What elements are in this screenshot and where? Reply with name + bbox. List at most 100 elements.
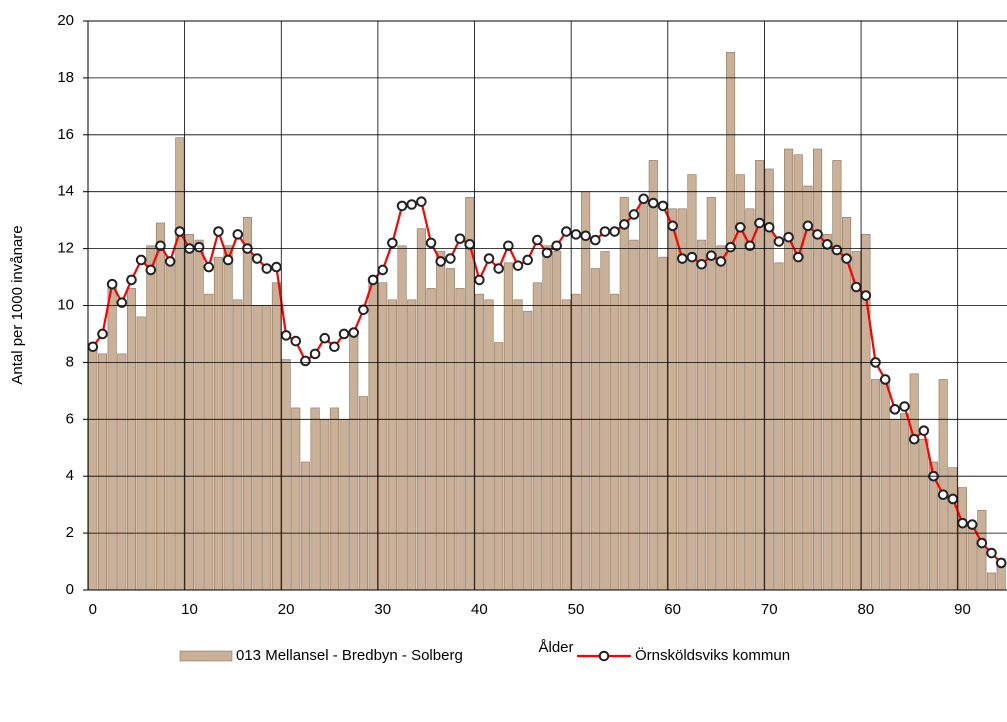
bar	[155, 222, 166, 591]
bar	[271, 282, 281, 591]
line-marker	[232, 229, 244, 240]
line-marker	[483, 253, 495, 264]
bar	[561, 299, 571, 591]
bar	[803, 185, 813, 591]
bar	[871, 379, 881, 591]
x-tick-label: 60	[664, 601, 681, 618]
line-marker	[416, 196, 427, 207]
bar	[233, 299, 243, 591]
x-tick-label: 20	[278, 601, 295, 618]
line-marker	[937, 489, 949, 500]
bar	[88, 345, 98, 591]
bar	[310, 407, 320, 591]
line-marker	[879, 374, 891, 385]
legend-marker	[598, 650, 610, 662]
legend-label: 013 Mellansel - Bredbyn - Solberg	[236, 647, 463, 664]
line-marker	[300, 355, 311, 367]
line-marker	[976, 537, 988, 549]
line-marker	[106, 278, 118, 290]
line-marker	[638, 193, 649, 205]
line-marker	[841, 253, 852, 264]
bar	[948, 467, 958, 591]
line-marker	[744, 240, 756, 252]
bar	[629, 239, 639, 591]
bar	[938, 379, 948, 591]
line-marker	[570, 229, 582, 240]
bar	[455, 288, 465, 591]
line-marker	[387, 237, 398, 249]
bar	[822, 234, 832, 591]
line-marker	[908, 433, 920, 445]
bar	[542, 245, 552, 591]
line-marker	[319, 332, 331, 344]
line-marker	[126, 274, 137, 286]
bar	[445, 268, 455, 591]
bar	[697, 239, 707, 591]
bar	[436, 251, 446, 591]
line-marker	[493, 263, 504, 274]
bar	[474, 293, 484, 591]
bar	[851, 251, 861, 591]
line-marker	[647, 197, 659, 209]
y-tick-label: 0	[66, 581, 74, 598]
line-marker	[792, 251, 804, 263]
bar	[320, 418, 330, 591]
line-marker	[193, 241, 205, 253]
line-marker	[512, 260, 524, 271]
bar	[484, 299, 494, 591]
line-marker	[667, 220, 678, 232]
line-marker	[135, 254, 147, 266]
bar	[97, 353, 108, 591]
bar	[639, 202, 649, 591]
bar	[339, 418, 349, 591]
line-marker	[435, 256, 447, 267]
line-marker	[763, 221, 775, 233]
bar	[213, 256, 223, 591]
line-marker	[174, 226, 186, 237]
bar	[397, 245, 407, 591]
bar	[842, 217, 852, 591]
line-marker	[155, 240, 166, 252]
bar	[648, 160, 658, 591]
line-marker	[889, 404, 901, 415]
line-marker	[532, 234, 543, 246]
bar	[513, 299, 523, 591]
line-marker	[783, 231, 794, 243]
y-tick-label: 14	[57, 183, 74, 200]
bar	[368, 276, 378, 591]
x-tick-label: 10	[181, 601, 198, 618]
bar	[349, 333, 359, 591]
line-marker	[541, 247, 553, 259]
bar	[291, 407, 301, 591]
line-marker	[445, 253, 456, 264]
bar	[909, 373, 919, 591]
line-marker	[590, 234, 601, 246]
line-marker	[367, 274, 379, 286]
line-marker	[251, 253, 263, 264]
line-marker	[899, 401, 910, 412]
x-tick-label: 30	[374, 601, 391, 618]
line-marker	[619, 219, 630, 230]
line-marker	[628, 209, 640, 220]
y-tick-label: 6	[66, 410, 74, 427]
y-tick-label: 4	[66, 467, 74, 484]
bar	[262, 305, 272, 591]
line-marker	[734, 221, 746, 233]
line-marker	[986, 547, 997, 559]
line-marker	[145, 264, 157, 276]
bar	[107, 285, 117, 591]
line-marker	[657, 200, 669, 212]
y-tick-label: 2	[66, 524, 74, 541]
line-marker	[860, 290, 872, 301]
bar	[242, 217, 252, 591]
bar	[146, 245, 156, 591]
line-marker	[686, 251, 698, 263]
bar	[426, 288, 436, 591]
line-marker	[309, 348, 321, 360]
plot-area	[88, 51, 1007, 591]
line-marker	[580, 230, 591, 242]
x-tick-label: 0	[89, 601, 97, 618]
bar	[880, 379, 890, 591]
bar	[957, 487, 968, 591]
